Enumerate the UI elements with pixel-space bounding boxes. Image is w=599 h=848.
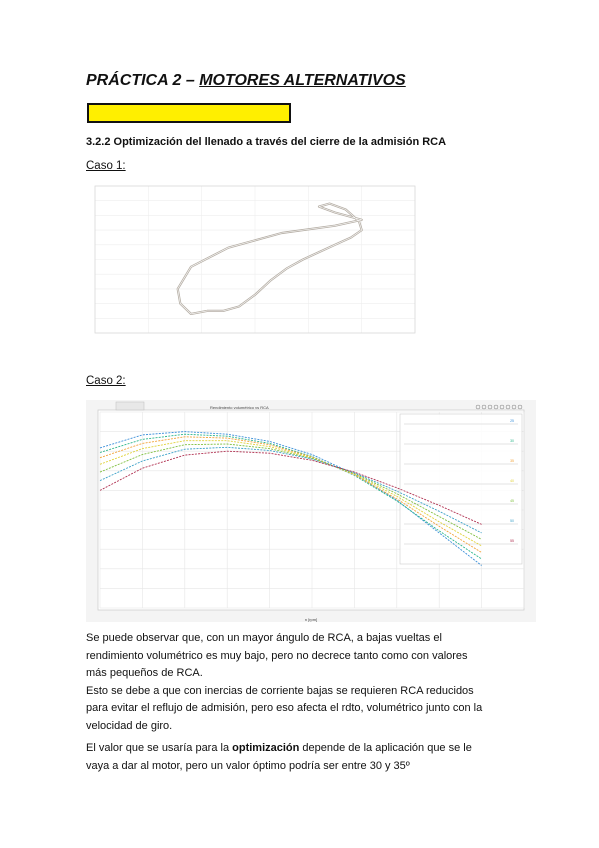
figure-caso2-legend-label: 35	[510, 459, 514, 463]
figure-caso2-series-line	[99, 440, 482, 547]
caso2-label: Caso 2:	[86, 375, 126, 387]
figure-toolbar-icon	[493, 404, 499, 410]
figure-caso1	[86, 180, 418, 343]
figure-caso2-series-line	[99, 433, 482, 560]
figure-caso2-series-line	[99, 450, 482, 525]
figure-caso2-toolbar-tab[interactable]	[115, 401, 145, 411]
figure-caso2-legend-label: 50	[510, 519, 514, 523]
figure-caso2-title: Rendimiento volumétrico vs RCA	[210, 405, 269, 410]
caso1-label: Caso 1:	[86, 160, 126, 172]
figure-caso1-plot-frame	[94, 185, 416, 334]
paragraph-conclusion: El valor que se usaría para la optimizac…	[86, 740, 526, 775]
paragraph-line: Esto se debe a que con inercias de corri…	[86, 684, 474, 697]
figure-caso2-legend-label: 40	[510, 479, 514, 483]
figure-caso2-toolbar	[475, 404, 523, 410]
figure-toolbar-icon	[511, 404, 517, 410]
figure-caso1-series-line-inner	[177, 203, 363, 315]
paragraph-line: velocidad de giro.	[86, 719, 173, 732]
figure-caso2-legend-label: 55	[510, 539, 514, 543]
figure-caso1-grid	[95, 186, 415, 333]
page-title: PRÁCTICA 2 – MOTORES ALTERNATIVOS	[86, 72, 406, 90]
figure-caso2-legend-panel	[399, 413, 523, 565]
figure-caso2-series-line	[99, 436, 482, 553]
paragraph-line: vaya a dar al motor, pero un valor óptim…	[86, 759, 410, 772]
paragraph-line: Se puede observar que, con un mayor ángu…	[86, 632, 442, 644]
figure-caso2: Rendimiento volumétrico vs RCA 25 30 35 40 4…	[86, 400, 536, 622]
figure-caso2-series-line	[99, 431, 482, 566]
figure-caso1-lines	[176, 202, 363, 315]
figure-caso2-legend-label: 45	[510, 499, 514, 503]
title-prefix: PRÁCTICA 2 –	[86, 72, 200, 89]
paragraph-line: para evitar el reflujo de admisión, pero…	[86, 702, 483, 715]
figure-caso2-legend-label: 30	[510, 439, 514, 443]
section-heading: 3.2.2 Optimización del llenado a través …	[86, 136, 447, 148]
figure-toolbar-icon	[487, 404, 493, 410]
figure-toolbar-icon	[505, 404, 511, 410]
figure-caso2-legend: 25 30 35 40 45 50 55	[399, 413, 523, 565]
figure-caso2-legend-label: 25	[510, 419, 514, 423]
figure-caso2-series-line	[99, 443, 482, 540]
figure-toolbar-icon	[475, 404, 481, 410]
paragraph-analysis: Se puede observar que, con un mayor ángu…	[86, 630, 526, 736]
figure-caso2-lines	[99, 431, 482, 566]
paragraph-bold-term: optimización	[232, 742, 300, 754]
figure-caso2-xlabel: n [rpm]	[305, 617, 317, 622]
paragraph-line: más pequeños de RCA.	[86, 667, 203, 680]
title-main: MOTORES ALTERNATIVOS	[199, 72, 406, 89]
paragraph-line: El valor que se usaría para la optimizac…	[86, 740, 526, 758]
figure-toolbar-icon	[481, 404, 487, 410]
paragraph-line: rendimiento volumétrico es muy bajo, per…	[86, 649, 468, 662]
figure-toolbar-icon	[517, 404, 523, 410]
figure-caso2-series-line	[99, 446, 482, 534]
paragraph-text: depende de la aplicación que se le	[299, 742, 472, 754]
highlight-box	[87, 103, 291, 123]
figure-toolbar-icon	[499, 404, 505, 410]
paragraph-text: El valor que se usaría para la	[86, 742, 233, 754]
